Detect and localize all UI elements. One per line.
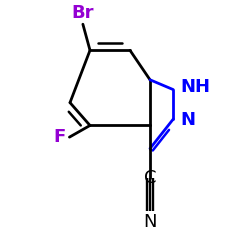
Text: NH: NH [181,78,211,96]
Text: C: C [144,169,156,187]
Text: N: N [143,213,157,231]
Text: Br: Br [72,4,94,22]
Text: N: N [180,111,195,129]
Text: F: F [54,128,66,146]
